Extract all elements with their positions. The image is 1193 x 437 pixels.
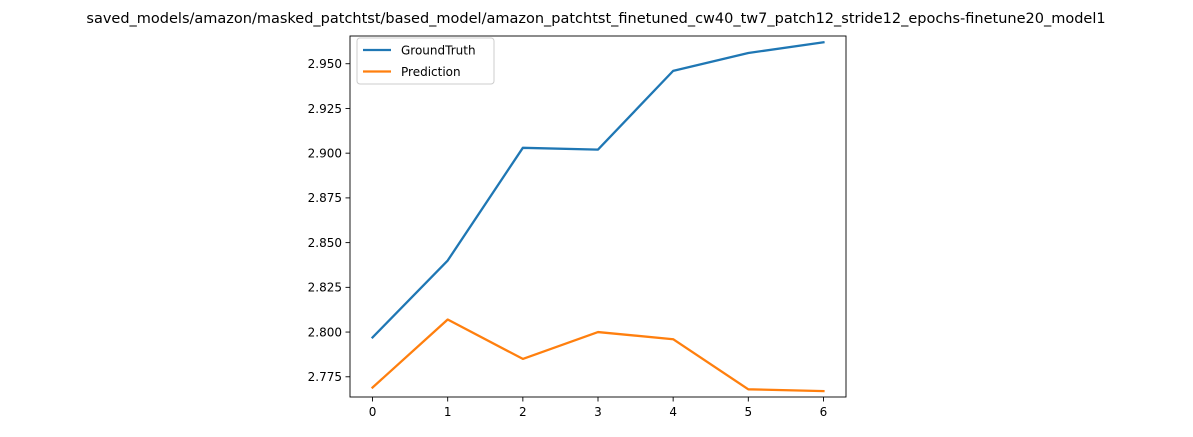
legend-label: Prediction [401,65,461,79]
y-tick-label: 2.925 [308,102,342,116]
axes-frame [349,35,847,398]
y-tick-label: 2.875 [308,191,342,205]
plot-area: 0 1 2 3 4 5 6 2.775 2.800 2.825 2.850 2.875 2.900 2.9… [308,35,847,419]
y-tick-label: 2.800 [308,325,342,339]
y-tick-label: 2.900 [308,146,342,160]
y-tick-label: 2.825 [308,281,342,295]
legend-label: GroundTruth [401,44,476,58]
x-tick-label: 2 [519,405,527,419]
legend: GroundTruth Prediction [356,37,495,85]
x-tick-label: 3 [594,405,602,419]
y-tick-label: 2.950 [308,57,342,71]
x-tick-label: 4 [669,405,677,419]
x-tick-label: 1 [444,405,452,419]
series-line-groundtruth [370,40,825,340]
x-tick-label: 0 [369,405,377,419]
legend-box [356,37,495,85]
chart-title: saved_models/amazon/masked_patchtst/base… [86,11,1105,27]
y-tick-label: 2.775 [308,370,342,384]
x-tick-label: 6 [820,405,828,419]
x-tick-label: 5 [744,405,752,419]
y-tick-label: 2.850 [308,236,342,250]
series-line-prediction [370,318,825,393]
